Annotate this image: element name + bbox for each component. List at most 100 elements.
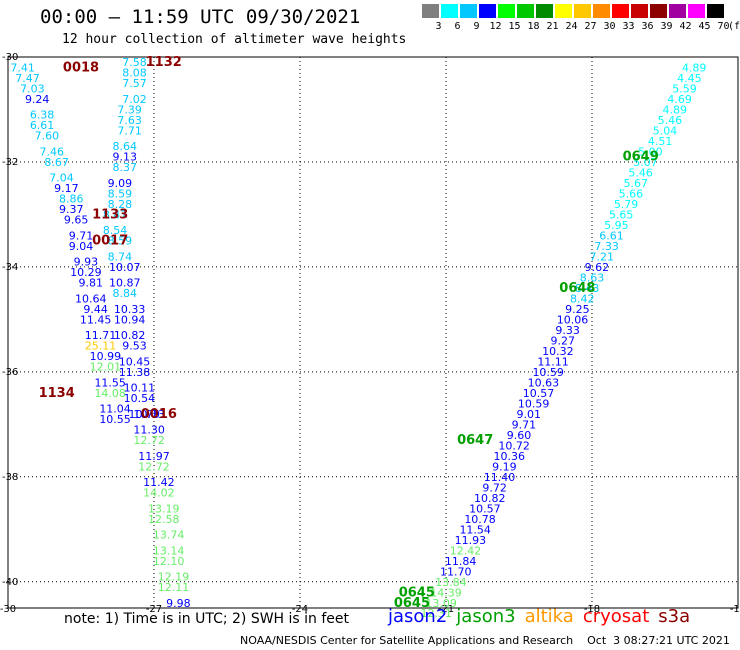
color-scale-label: 36 [641, 21, 654, 32]
pass-time-label: 0645 [394, 596, 430, 611]
x-tick-label: -18 [584, 604, 600, 615]
wave-height-value: 9.62 [585, 261, 610, 274]
color-scale-label: 9 [473, 21, 480, 32]
wave-height-value: 12.31 [421, 607, 453, 620]
wave-height-value: 9.37 [59, 203, 84, 216]
wave-height-value: 9.72 [482, 481, 507, 494]
wave-height-value: 8.43 [575, 282, 600, 295]
wave-height-value: 11.97 [138, 450, 170, 463]
color-scale-label: 3 [435, 21, 442, 32]
wave-height-value: 11.70 [440, 565, 472, 578]
wave-height-value: 10.11 [124, 382, 156, 395]
wave-height-value: 14.08 [94, 387, 126, 400]
wave-height-value: 7.46 [40, 145, 65, 158]
color-scale-swatch [593, 4, 610, 18]
wave-height-value: 8.74 [108, 250, 133, 263]
wave-height-value: 7.02 [122, 93, 147, 106]
satellite-legend-item: cryosat [582, 606, 650, 627]
color-scale-swatch [669, 4, 686, 18]
wave-height-value: 6.38 [30, 109, 55, 122]
footer-note: note: 1) Time is in UTC; 2) SWH is in fe… [64, 611, 350, 627]
color-scale-label: 39 [660, 21, 673, 32]
wave-height-value: 10.94 [114, 313, 146, 326]
color-scale-label: 70 [717, 21, 730, 32]
color-scale-label: 21 [546, 21, 559, 32]
wave-height-value: 9.60 [507, 429, 532, 442]
wave-height-value: 9.01 [516, 408, 541, 421]
color-scale-swatch [555, 4, 572, 18]
wave-height-value: 9.81 [78, 277, 103, 290]
color-scale-swatch [441, 4, 458, 18]
wave-height-value: 11.84 [445, 555, 477, 568]
wave-height-value: 7.60 [35, 130, 60, 143]
wave-height-value: 12.72 [133, 434, 165, 447]
wave-height-value: 14.02 [143, 487, 175, 500]
wave-height-value: 8.54 [103, 224, 128, 237]
wave-height-value: 10.59 [532, 366, 564, 379]
color-scale-swatch [707, 4, 724, 18]
color-scale-label: 45 [698, 21, 711, 32]
wave-height-value: 12.19 [158, 571, 190, 584]
y-tick-label: -32 [2, 157, 18, 168]
satellite-legend-item: jason2 [388, 606, 448, 627]
pass-time-label: 0648 [559, 281, 595, 296]
wave-height-value: 9.04 [69, 240, 94, 253]
color-scale-unit: (ft) [728, 21, 740, 32]
wave-height-value: 9.09 [108, 177, 133, 190]
x-tick-label: -15 [730, 604, 740, 615]
wave-height-value: 5.67 [624, 177, 649, 190]
wave-height-value: 12.10 [153, 555, 185, 568]
wave-height-value: 10.59 [518, 397, 550, 410]
wave-height-value: 10.57 [523, 387, 555, 400]
wave-height-value: 7.47 [15, 72, 40, 85]
wave-height-value: 9.53 [122, 340, 147, 353]
wave-height-value: 9.93 [74, 256, 99, 269]
pass-time-label: 0645 [399, 585, 435, 600]
wave-height-value: 5.79 [614, 198, 639, 211]
wave-height-value: 10.29 [70, 266, 102, 279]
wave-height-value: 12.58 [148, 513, 180, 526]
wave-height-value: 5.04 [653, 124, 678, 137]
wave-height-value: 9.33 [555, 324, 580, 337]
satellite-legend-item: jason3 [456, 606, 516, 627]
wave-height-value: 25.11 [85, 340, 117, 353]
wave-height-value: 8.86 [59, 193, 84, 206]
x-tick-label: -21 [438, 604, 454, 615]
y-tick-label: -36 [2, 367, 18, 378]
color-scale-swatch [498, 4, 515, 18]
wave-height-value: 5.66 [619, 187, 644, 200]
wave-height-value: 12.11 [158, 581, 190, 594]
plot-frame [7, 56, 739, 609]
wave-height-value: 10.87 [109, 277, 141, 290]
pass-time-label: 1132 [146, 55, 182, 70]
color-scale-swatch [479, 4, 496, 18]
wave-height-value: 11.42 [143, 476, 175, 489]
wave-height-value: 4.69 [667, 93, 692, 106]
wave-height-value: 9.44 [83, 303, 108, 316]
y-tick-label: -38 [2, 472, 18, 483]
wave-height-value: 10.07 [109, 261, 141, 274]
pass-time-label: 0018 [63, 60, 99, 75]
pass-time-label: 0016 [141, 407, 177, 422]
wave-height-value: 10.73 [133, 408, 165, 421]
color-scale-label: 12 [489, 21, 502, 32]
wave-height-value: 10.54 [124, 392, 156, 405]
wave-height-value: 7.03 [20, 82, 45, 95]
color-scale-label: 42 [679, 21, 692, 32]
wave-height-value: 10.06 [557, 313, 589, 326]
wave-height-value: 7.21 [589, 250, 614, 263]
wave-height-value: 9.65 [64, 214, 89, 227]
wave-height-value: 4.51 [648, 135, 673, 148]
color-scale-label: 27 [584, 21, 597, 32]
color-scale-swatch [517, 4, 534, 18]
wave-height-value: 8.67 [44, 156, 69, 169]
wave-height-value: 6.61 [599, 229, 624, 242]
wave-height-value: 11.11 [537, 355, 569, 368]
wave-height-value: 5.59 [672, 82, 697, 95]
satellite-legend-item: altika [524, 606, 574, 627]
wave-height-value: 9.13 [113, 151, 138, 164]
footer-credit: NOAA/NESDIS Center for Satellite Applica… [240, 634, 730, 647]
page-title: 00:00 – 11:59 UTC 09/30/2021 [40, 6, 361, 28]
pass-time-label: 0647 [457, 433, 493, 448]
